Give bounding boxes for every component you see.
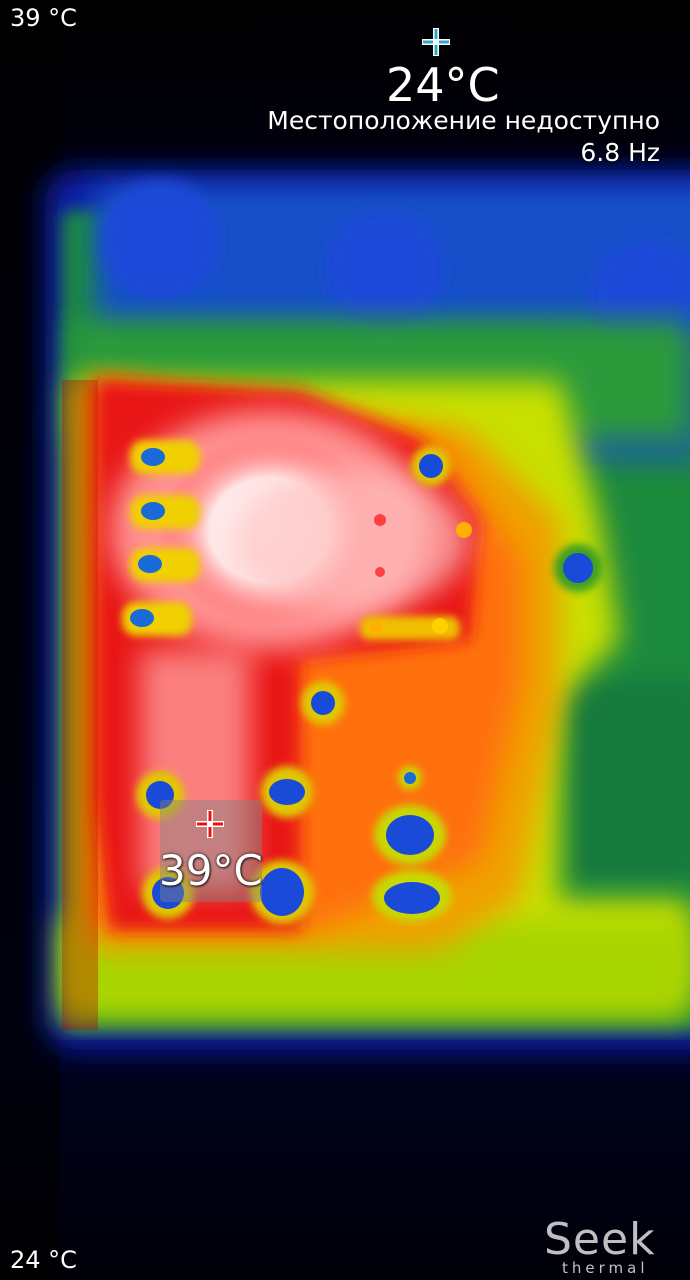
frame-rate: 6.8 Hz — [580, 138, 660, 167]
logo-tagline: thermal — [562, 1259, 649, 1277]
seek-thermal-logo: Seek thermal — [544, 1214, 684, 1277]
cold-spot-crosshair-icon — [422, 28, 450, 56]
hot-spot-temperature: 39°C — [159, 846, 263, 895]
scale-max-label: 39 °C — [10, 4, 77, 32]
scale-min-label: 24 °C — [10, 1246, 77, 1274]
hot-spot-crosshair-icon — [196, 810, 224, 838]
cold-spot-temperature: 24°C — [386, 58, 500, 112]
location-status: Местоположение недоступно — [267, 106, 660, 135]
logo-brand-name: Seek — [544, 1214, 656, 1265]
